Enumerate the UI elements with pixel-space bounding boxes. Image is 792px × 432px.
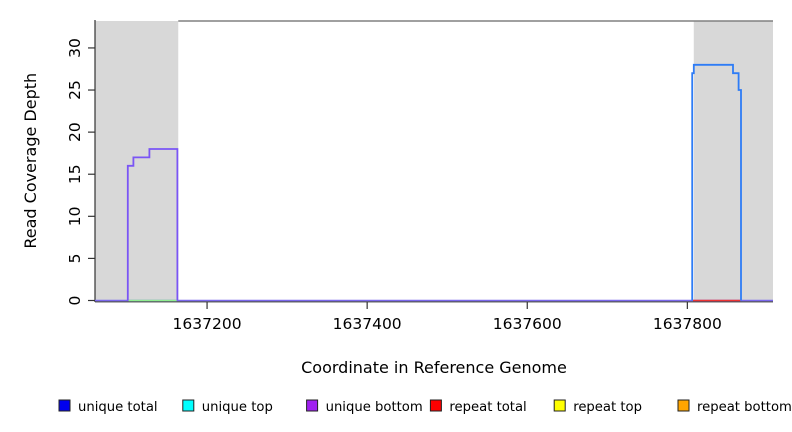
x-tick-label: 1637200 bbox=[173, 315, 242, 333]
legend-swatch-unique-top bbox=[182, 399, 195, 412]
series-unique-bottom-coverage-left-block- bbox=[126, 148, 179, 301]
y-tick-label: 20 bbox=[66, 122, 84, 142]
y-tick-label: 5 bbox=[66, 253, 84, 263]
series-unique-top-coverage-right-block- bbox=[691, 63, 742, 301]
legend-swatch-repeat-bottom bbox=[677, 399, 690, 412]
legend-label-repeat-total: repeat total bbox=[449, 400, 526, 415]
y-tick-label: 10 bbox=[66, 206, 84, 226]
legend-label-unique-top: unique top bbox=[202, 400, 273, 415]
legend-swatch-unique-total bbox=[58, 399, 71, 412]
legend-swatch-repeat-top bbox=[553, 399, 566, 412]
y-tick-label: 25 bbox=[66, 80, 84, 100]
x-tick-label: 1637800 bbox=[653, 315, 722, 333]
legend-label-unique-bottom: unique bottom bbox=[326, 400, 423, 415]
y-tick-label: 30 bbox=[66, 38, 84, 58]
y-tick-label: 0 bbox=[66, 296, 84, 306]
legend-label-unique-total: unique total bbox=[78, 400, 158, 415]
masked-region-right bbox=[693, 21, 773, 301]
legend-swatch-unique-bottom bbox=[306, 399, 319, 412]
x-tick-label: 1637600 bbox=[493, 315, 562, 333]
legend-swatch-repeat-total bbox=[429, 399, 442, 412]
legend-label-repeat-top: repeat top bbox=[573, 400, 642, 415]
y-tick-label: 15 bbox=[66, 164, 84, 184]
masked-region-left bbox=[95, 21, 179, 301]
x-axis-title: Coordinate in Reference Genome bbox=[301, 358, 567, 377]
x-tick-label: 1637400 bbox=[333, 315, 402, 333]
legend-label-repeat-bottom: repeat bottom bbox=[697, 400, 792, 415]
y-axis-title: Read Coverage Depth bbox=[21, 73, 40, 249]
